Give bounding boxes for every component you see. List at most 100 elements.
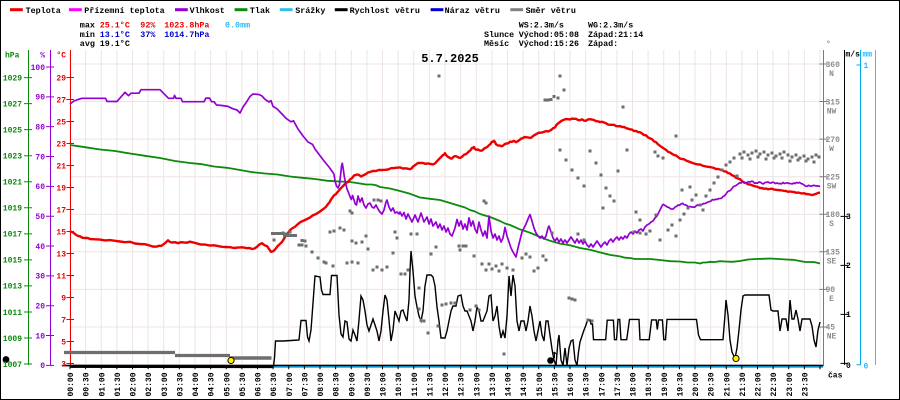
svg-text:16:30: 16:30 <box>583 372 592 396</box>
svg-text:Směr větru: Směr větru <box>526 6 576 16</box>
svg-text:Teplota: Teplota <box>26 6 61 16</box>
svg-text:hPa: hPa <box>5 52 20 61</box>
svg-text:80: 80 <box>35 123 45 132</box>
svg-text:100: 100 <box>31 64 46 73</box>
svg-text:25: 25 <box>56 118 66 127</box>
svg-text:Východ:15:26: Východ:15:26 <box>519 39 579 49</box>
svg-text:17:30: 17:30 <box>614 372 623 396</box>
svg-text:02:30: 02:30 <box>145 372 154 396</box>
svg-text:1: 1 <box>864 62 869 71</box>
svg-text:20: 20 <box>35 303 45 312</box>
svg-text:Tlak: Tlak <box>250 6 270 16</box>
svg-text:%: % <box>40 52 45 61</box>
svg-text:01:00: 01:00 <box>98 372 107 396</box>
svg-text:19: 19 <box>56 184 66 193</box>
svg-text:N: N <box>829 70 834 79</box>
svg-text:NE: NE <box>827 333 837 342</box>
svg-text:13:30: 13:30 <box>489 372 498 396</box>
svg-text:90: 90 <box>35 94 45 103</box>
svg-text:13: 13 <box>56 250 66 259</box>
svg-text:22:00: 22:00 <box>755 372 764 396</box>
svg-text:1007: 1007 <box>3 361 22 370</box>
svg-text:11:30: 11:30 <box>426 372 435 396</box>
svg-text:05:00: 05:00 <box>223 372 232 396</box>
svg-text:1021: 1021 <box>3 179 22 188</box>
svg-text:13:00: 13:00 <box>473 372 482 396</box>
svg-text:min: min <box>80 30 95 40</box>
svg-text:Přízemní teplota: Přízemní teplota <box>84 6 164 16</box>
svg-text:1011: 1011 <box>3 309 22 318</box>
svg-text:21: 21 <box>56 162 66 171</box>
svg-text:1: 1 <box>846 311 851 320</box>
svg-text:3: 3 <box>846 213 851 222</box>
svg-text:09:30: 09:30 <box>364 372 373 396</box>
svg-text:50: 50 <box>35 213 45 222</box>
svg-text:10:00: 10:00 <box>380 372 389 396</box>
svg-text:20:30: 20:30 <box>708 372 717 396</box>
svg-text:10: 10 <box>35 332 45 341</box>
svg-text:1025: 1025 <box>3 126 22 135</box>
svg-text:00:30: 00:30 <box>83 372 92 396</box>
svg-text:14:30: 14:30 <box>520 372 529 396</box>
svg-text:°: ° <box>826 41 831 50</box>
svg-text:14:00: 14:00 <box>505 372 514 396</box>
svg-text:17: 17 <box>56 206 66 215</box>
svg-text:1013: 1013 <box>3 283 22 292</box>
svg-text:12:30: 12:30 <box>458 372 467 396</box>
svg-text:SE: SE <box>827 258 837 267</box>
svg-text:45: 45 <box>826 324 836 333</box>
svg-text:20:00: 20:00 <box>692 372 701 396</box>
svg-text:Náraz větru: Náraz větru <box>445 6 500 16</box>
svg-text:00:00: 00:00 <box>67 372 76 396</box>
svg-text:Východ:05:08: Východ:05:08 <box>519 30 579 40</box>
svg-text:3: 3 <box>61 360 66 369</box>
svg-text:E: E <box>829 295 834 304</box>
svg-text:135: 135 <box>826 249 841 258</box>
svg-text:04:30: 04:30 <box>208 372 217 396</box>
svg-text:0: 0 <box>864 362 869 371</box>
svg-text:10:30: 10:30 <box>395 372 404 396</box>
svg-text:0.0mm: 0.0mm <box>225 21 250 31</box>
svg-text:Srážky: Srážky <box>295 6 325 16</box>
svg-text:27: 27 <box>56 96 66 105</box>
svg-text:37%: 37% <box>140 30 156 40</box>
svg-text:Měsíc: Měsíc <box>484 39 509 49</box>
svg-text:5: 5 <box>61 338 66 347</box>
svg-text:0: 0 <box>40 362 45 371</box>
svg-text:180: 180 <box>826 211 841 220</box>
svg-text:13.1°C: 13.1°C <box>100 30 130 40</box>
svg-text:01:30: 01:30 <box>114 372 123 396</box>
svg-text:16:00: 16:00 <box>567 372 576 396</box>
svg-text:Slunce: Slunce <box>484 30 514 40</box>
svg-text:19.1°C: 19.1°C <box>100 39 130 49</box>
svg-text:90: 90 <box>826 286 836 295</box>
svg-text:02:00: 02:00 <box>130 372 139 396</box>
svg-text:Západ:21:14: Západ:21:14 <box>588 30 643 40</box>
svg-text:11: 11 <box>56 272 66 281</box>
svg-text:WG:2.3m/s: WG:2.3m/s <box>588 21 633 31</box>
svg-text:W: W <box>829 145 834 154</box>
svg-text:čas: čas <box>828 372 843 381</box>
svg-text:30: 30 <box>35 273 45 282</box>
svg-text:06:30: 06:30 <box>270 372 279 396</box>
svg-text:Vlhkost: Vlhkost <box>190 6 225 16</box>
svg-text:270: 270 <box>826 136 841 145</box>
svg-text:05:30: 05:30 <box>239 372 248 396</box>
svg-text:mm: mm <box>863 51 873 60</box>
svg-text:03:00: 03:00 <box>161 372 170 396</box>
svg-text:25.1°C: 25.1°C <box>100 21 130 31</box>
svg-text:21:00: 21:00 <box>723 372 732 396</box>
svg-text:SW: SW <box>827 182 837 191</box>
svg-text:23:00: 23:00 <box>786 372 795 396</box>
svg-text:40: 40 <box>35 243 45 252</box>
svg-text:08:00: 08:00 <box>317 372 326 396</box>
svg-text:225: 225 <box>826 173 841 182</box>
svg-text:18:00: 18:00 <box>630 372 639 396</box>
svg-text:avg: avg <box>80 39 95 49</box>
svg-text:Západ:: Západ: <box>588 39 618 49</box>
svg-text:S: S <box>829 220 834 229</box>
svg-text:15: 15 <box>56 228 66 237</box>
svg-text:360: 360 <box>826 61 841 70</box>
svg-text:70: 70 <box>35 153 45 162</box>
svg-text:9: 9 <box>61 294 66 303</box>
